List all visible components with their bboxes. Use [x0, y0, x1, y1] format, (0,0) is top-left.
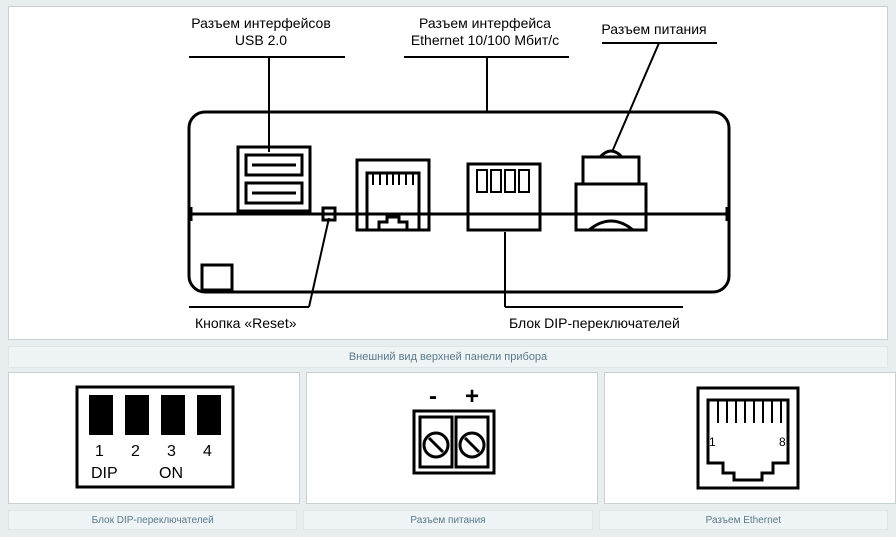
label-power-t: Разъем питания [601, 21, 706, 37]
power-minus: - [429, 383, 437, 411]
label-power: Разъем питания [589, 21, 719, 38]
power-plus: + [465, 383, 479, 411]
dip-n4: 4 [203, 443, 212, 461]
label-dip: Блок DIP-переключателей [509, 315, 680, 331]
sub-row: 1 2 3 4 DIP ON - + [8, 372, 888, 504]
label-dip-t: Блок DIP-переключателей [509, 315, 680, 331]
label-reset: Кнопка «Reset» [195, 315, 297, 331]
sub-eth: 1 8 [604, 372, 896, 504]
dip-detail-svg [9, 373, 299, 503]
eth-pin1: 1 [709, 435, 716, 449]
dip-text-on: ON [159, 465, 183, 483]
dip-n3: 3 [167, 443, 176, 461]
caption-sub3: Разъем Ethernet [599, 510, 888, 530]
label-usb-l1: Разъем интерфейсов [191, 15, 331, 31]
caption-sub2: Разъем питания [303, 510, 592, 530]
device-top-view [9, 7, 887, 337]
label-usb-l2: USB 2.0 [235, 32, 287, 48]
eth-pin8: 8 [779, 435, 786, 449]
label-eth-l1: Разъем интерфейса [419, 15, 551, 31]
label-reset-t: Кнопка «Reset» [195, 315, 297, 331]
label-eth-l2: Ethernet 10/100 Мбит/с [411, 32, 559, 48]
device-dip-block [468, 164, 540, 230]
sub-dip: 1 2 3 4 DIP ON [8, 372, 300, 504]
caption-row: Блок DIP-переключателей Разъем питания Р… [8, 510, 888, 530]
dip-n2: 2 [131, 443, 140, 461]
caption-main: Внешний вид верхней панели прибора [8, 346, 888, 368]
device-power-jack [576, 151, 646, 230]
dip-n1: 1 [95, 443, 104, 461]
caption-sub1: Блок DIP-переключателей [8, 510, 297, 530]
main-panel: Разъем интерфейсов USB 2.0 Разъем интерф… [8, 6, 888, 340]
diagram-container: Разъем интерфейсов USB 2.0 Разъем интерф… [0, 0, 896, 537]
dip-text-dip: DIP [91, 465, 118, 483]
eth-detail-svg [605, 373, 895, 503]
power-detail-svg [307, 373, 597, 503]
device-eth-port [357, 160, 429, 230]
label-eth: Разъем интерфейса Ethernet 10/100 Мбит/с [395, 15, 575, 49]
sub-power: - + [306, 372, 598, 504]
label-usb: Разъем интерфейсов USB 2.0 [181, 15, 341, 49]
